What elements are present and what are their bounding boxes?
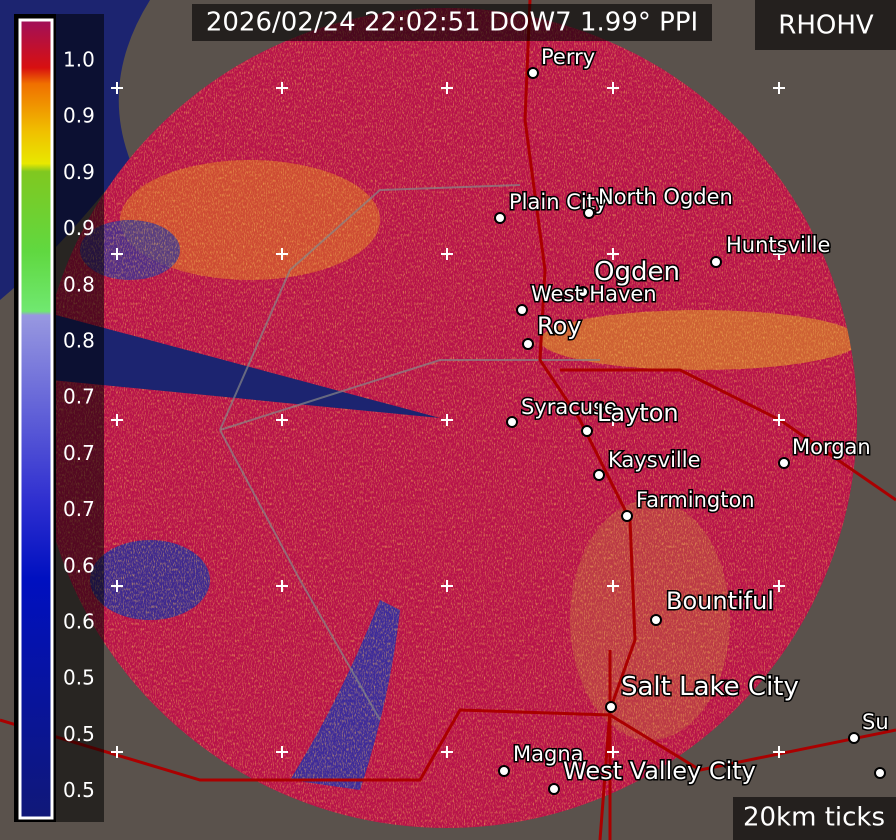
city-label: North Ogden [598,185,733,209]
city-label: West Haven [531,282,657,306]
colorbar [18,18,54,820]
city-label: West Valley City [563,757,756,785]
colorbar-label: 0.5 [63,778,95,802]
colorbar-label: 0.7 [63,497,95,521]
radar-sweep [37,8,857,828]
colorbar-label: 0.9 [63,160,95,184]
city-label: Layton [597,399,679,427]
colorbar-label: 0.5 [63,666,95,690]
range-ticks [111,82,785,758]
city-dot [527,67,539,79]
field-box [755,0,896,50]
colorbar-label: 0.7 [63,385,95,409]
city-label: Magna [513,742,584,766]
city-dot [506,416,518,428]
colorbar-labels: 1.0 0.9 0.9 0.9 0.8 0.8 0.7 0.7 0.7 0.6 0.6 0.5 0.5 0… [63,48,95,803]
city-dot [605,701,617,713]
city-label: Roy [537,312,581,340]
scale-note: 20km ticks [743,803,885,833]
city-dot [650,614,662,626]
colorbar-label: 0.8 [63,329,95,353]
colorbar-label: 0.6 [63,610,95,634]
city-dot [848,732,860,744]
city-label: Salt Lake City [621,672,799,702]
boundaries [219,184,600,721]
city-dot [577,286,589,298]
city-label: Morgan [792,435,871,459]
city-dot [516,304,528,316]
city-dot [522,338,534,350]
field-name: RHOHV [778,11,874,41]
city-label: Syracuse [521,395,617,419]
city-dot [778,457,790,469]
city-dot [874,767,886,779]
scale-box [733,797,896,840]
colorbar-label: 0.7 [63,441,95,465]
city-dot [593,469,605,481]
city-label: Plain City [509,190,607,214]
colorbar-label-bg [56,14,104,822]
city-dot [494,212,506,224]
colorbar-label: 0.5 [63,722,95,746]
title: 2026/02/24 22:02:51 DOW7 1.99° PPI [206,8,698,38]
city-label: Ogden [594,257,680,287]
city-label: Farmington [636,488,755,512]
city-label: Perry [541,45,595,69]
colorbar-label: 0.9 [63,216,95,240]
city-dot [548,783,560,795]
city-label: Kaysville [608,448,701,472]
city-dot [583,207,595,219]
city-label: Su [862,710,889,734]
title-box [192,4,712,41]
city-dot [498,765,510,777]
city-label: Bountiful [666,587,774,615]
colorbar-label: 0.8 [63,272,95,296]
city-dot [621,510,633,522]
colorbar-label: 1.0 [63,48,95,72]
city-label: Huntsville [726,233,830,257]
city-dot [710,256,722,268]
colorbar-label: 0.9 [63,104,95,128]
city-dot [581,425,593,437]
colorbar-label: 0.6 [63,553,95,577]
